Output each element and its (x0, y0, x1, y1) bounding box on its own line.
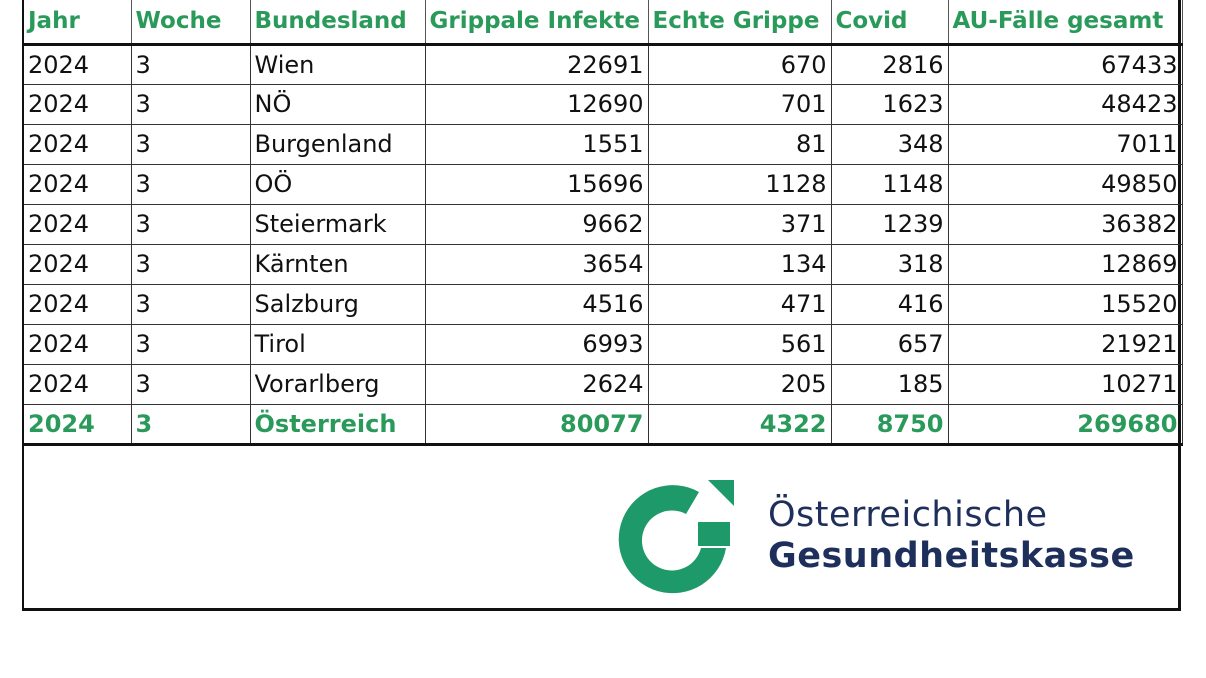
table-cell: 4516 (425, 284, 649, 325)
table-cell: 185 (831, 364, 949, 405)
header-woche: Woche (131, 0, 251, 46)
header-echte-grippe: Echte Grippe (648, 0, 832, 46)
table-cell: 67433 (948, 44, 1183, 85)
table-cell: 1239 (831, 204, 949, 245)
table-cell: 6993 (425, 324, 649, 365)
table-row: 2024 3 Kärnten 3654 134 318 12869 (22, 244, 1183, 285)
table-cell: 3 (131, 124, 251, 165)
table-cell: 3 (131, 284, 251, 325)
table-cell: 1148 (831, 164, 949, 205)
table-cell: 318 (831, 244, 949, 285)
header-row: Jahr Woche Bundesland Grippale Infekte E… (22, 0, 1183, 46)
total-row: 2024 3 Österreich 80077 4322 8750 269680 (22, 404, 1183, 446)
logo-g-mark-icon (618, 480, 734, 594)
table-cell: 134 (648, 244, 832, 285)
table-cell: 2024 (22, 84, 132, 125)
table-cell: 3 (131, 244, 251, 285)
table-cell: 3 (131, 164, 251, 205)
table-cell: 561 (648, 324, 832, 365)
table-cell: 205 (648, 364, 832, 405)
au-cases-table: Jahr Woche Bundesland Grippale Infekte E… (22, 0, 1183, 446)
table-cell: 12690 (425, 84, 649, 125)
table-cell: 22691 (425, 44, 649, 85)
table-cell: Steiermark (250, 204, 426, 245)
table-cell: Wien (250, 44, 426, 85)
table-cell: 3 (131, 84, 251, 125)
table-cell: 48423 (948, 84, 1183, 125)
table-cell: 9662 (425, 204, 649, 245)
table-row: 2024 3 Wien 22691 670 2816 67433 (22, 44, 1183, 85)
table-cell: Österreich (250, 404, 426, 446)
header-covid: Covid (831, 0, 949, 46)
table-cell: Vorarlberg (250, 364, 426, 405)
table-cell: 2024 (22, 44, 132, 85)
header-grippale-infekte: Grippale Infekte (425, 0, 649, 46)
table-row: 2024 3 Tirol 6993 561 657 21921 (22, 324, 1183, 365)
table-cell: 3 (131, 204, 251, 245)
table-cell: NÖ (250, 84, 426, 125)
oegk-logo-icon (618, 480, 734, 594)
table-cell: 15696 (425, 164, 649, 205)
table-cell: 3 (131, 404, 251, 446)
table-cell: 2024 (22, 284, 132, 325)
table-cell: 3 (131, 324, 251, 365)
table-cell: 15520 (948, 284, 1183, 325)
table-cell: 3 (131, 364, 251, 405)
table-cell: 701 (648, 84, 832, 125)
table-cell: 2024 (22, 324, 132, 365)
table-cell: 1551 (425, 124, 649, 165)
table-cell: Kärnten (250, 244, 426, 285)
table-cell: 269680 (948, 404, 1183, 446)
table-cell: 348 (831, 124, 949, 165)
table-cell: 2024 (22, 164, 132, 205)
table-row: 2024 3 NÖ 12690 701 1623 48423 (22, 84, 1183, 125)
table-row: 2024 3 Burgenland 1551 81 348 7011 (22, 124, 1183, 165)
table-cell: 80077 (425, 404, 649, 446)
table-row: 2024 3 Steiermark 9662 371 1239 36382 (22, 204, 1183, 245)
table-cell: 2024 (22, 204, 132, 245)
table-cell: Salzburg (250, 284, 426, 325)
table-cell: 2024 (22, 364, 132, 405)
table-cell: 12869 (948, 244, 1183, 285)
table-cell: 2024 (22, 124, 132, 165)
table-cell: 7011 (948, 124, 1183, 165)
table-row: 2024 3 OÖ 15696 1128 1148 49850 (22, 164, 1183, 205)
table-cell: 416 (831, 284, 949, 325)
table-cell: 2024 (22, 404, 132, 446)
table-cell: 3 (131, 44, 251, 85)
table-row: 2024 3 Salzburg 4516 471 416 15520 (22, 284, 1183, 325)
table-cell: Tirol (250, 324, 426, 365)
table-cell: 4322 (648, 404, 832, 446)
table-cell: 670 (648, 44, 832, 85)
table-cell: 81 (648, 124, 832, 165)
header-bundesland: Bundesland (250, 0, 426, 46)
table-cell: 471 (648, 284, 832, 325)
table-cell: 657 (831, 324, 949, 365)
table-cell: Burgenland (250, 124, 426, 165)
table-cell: 3654 (425, 244, 649, 285)
table-row: 2024 3 Vorarlberg 2624 205 185 10271 (22, 364, 1183, 405)
table-cell: 2624 (425, 364, 649, 405)
table-cell: 36382 (948, 204, 1183, 245)
table-cell: 371 (648, 204, 832, 245)
logo-text-line1: Österreichische (768, 495, 1048, 535)
table-cell: 1128 (648, 164, 832, 205)
logo-text-line2: Gesundheitskasse (768, 536, 1135, 576)
table-cell: 2024 (22, 244, 132, 285)
table-cell: 10271 (948, 364, 1183, 405)
table-cell: 21921 (948, 324, 1183, 365)
table-cell: 2816 (831, 44, 949, 85)
table-cell: 1623 (831, 84, 949, 125)
table-cell: 49850 (948, 164, 1183, 205)
table-cell: OÖ (250, 164, 426, 205)
table-cell: 8750 (831, 404, 949, 446)
header-jahr: Jahr (22, 0, 132, 46)
header-au-faelle: AU-Fälle gesamt (948, 0, 1183, 46)
